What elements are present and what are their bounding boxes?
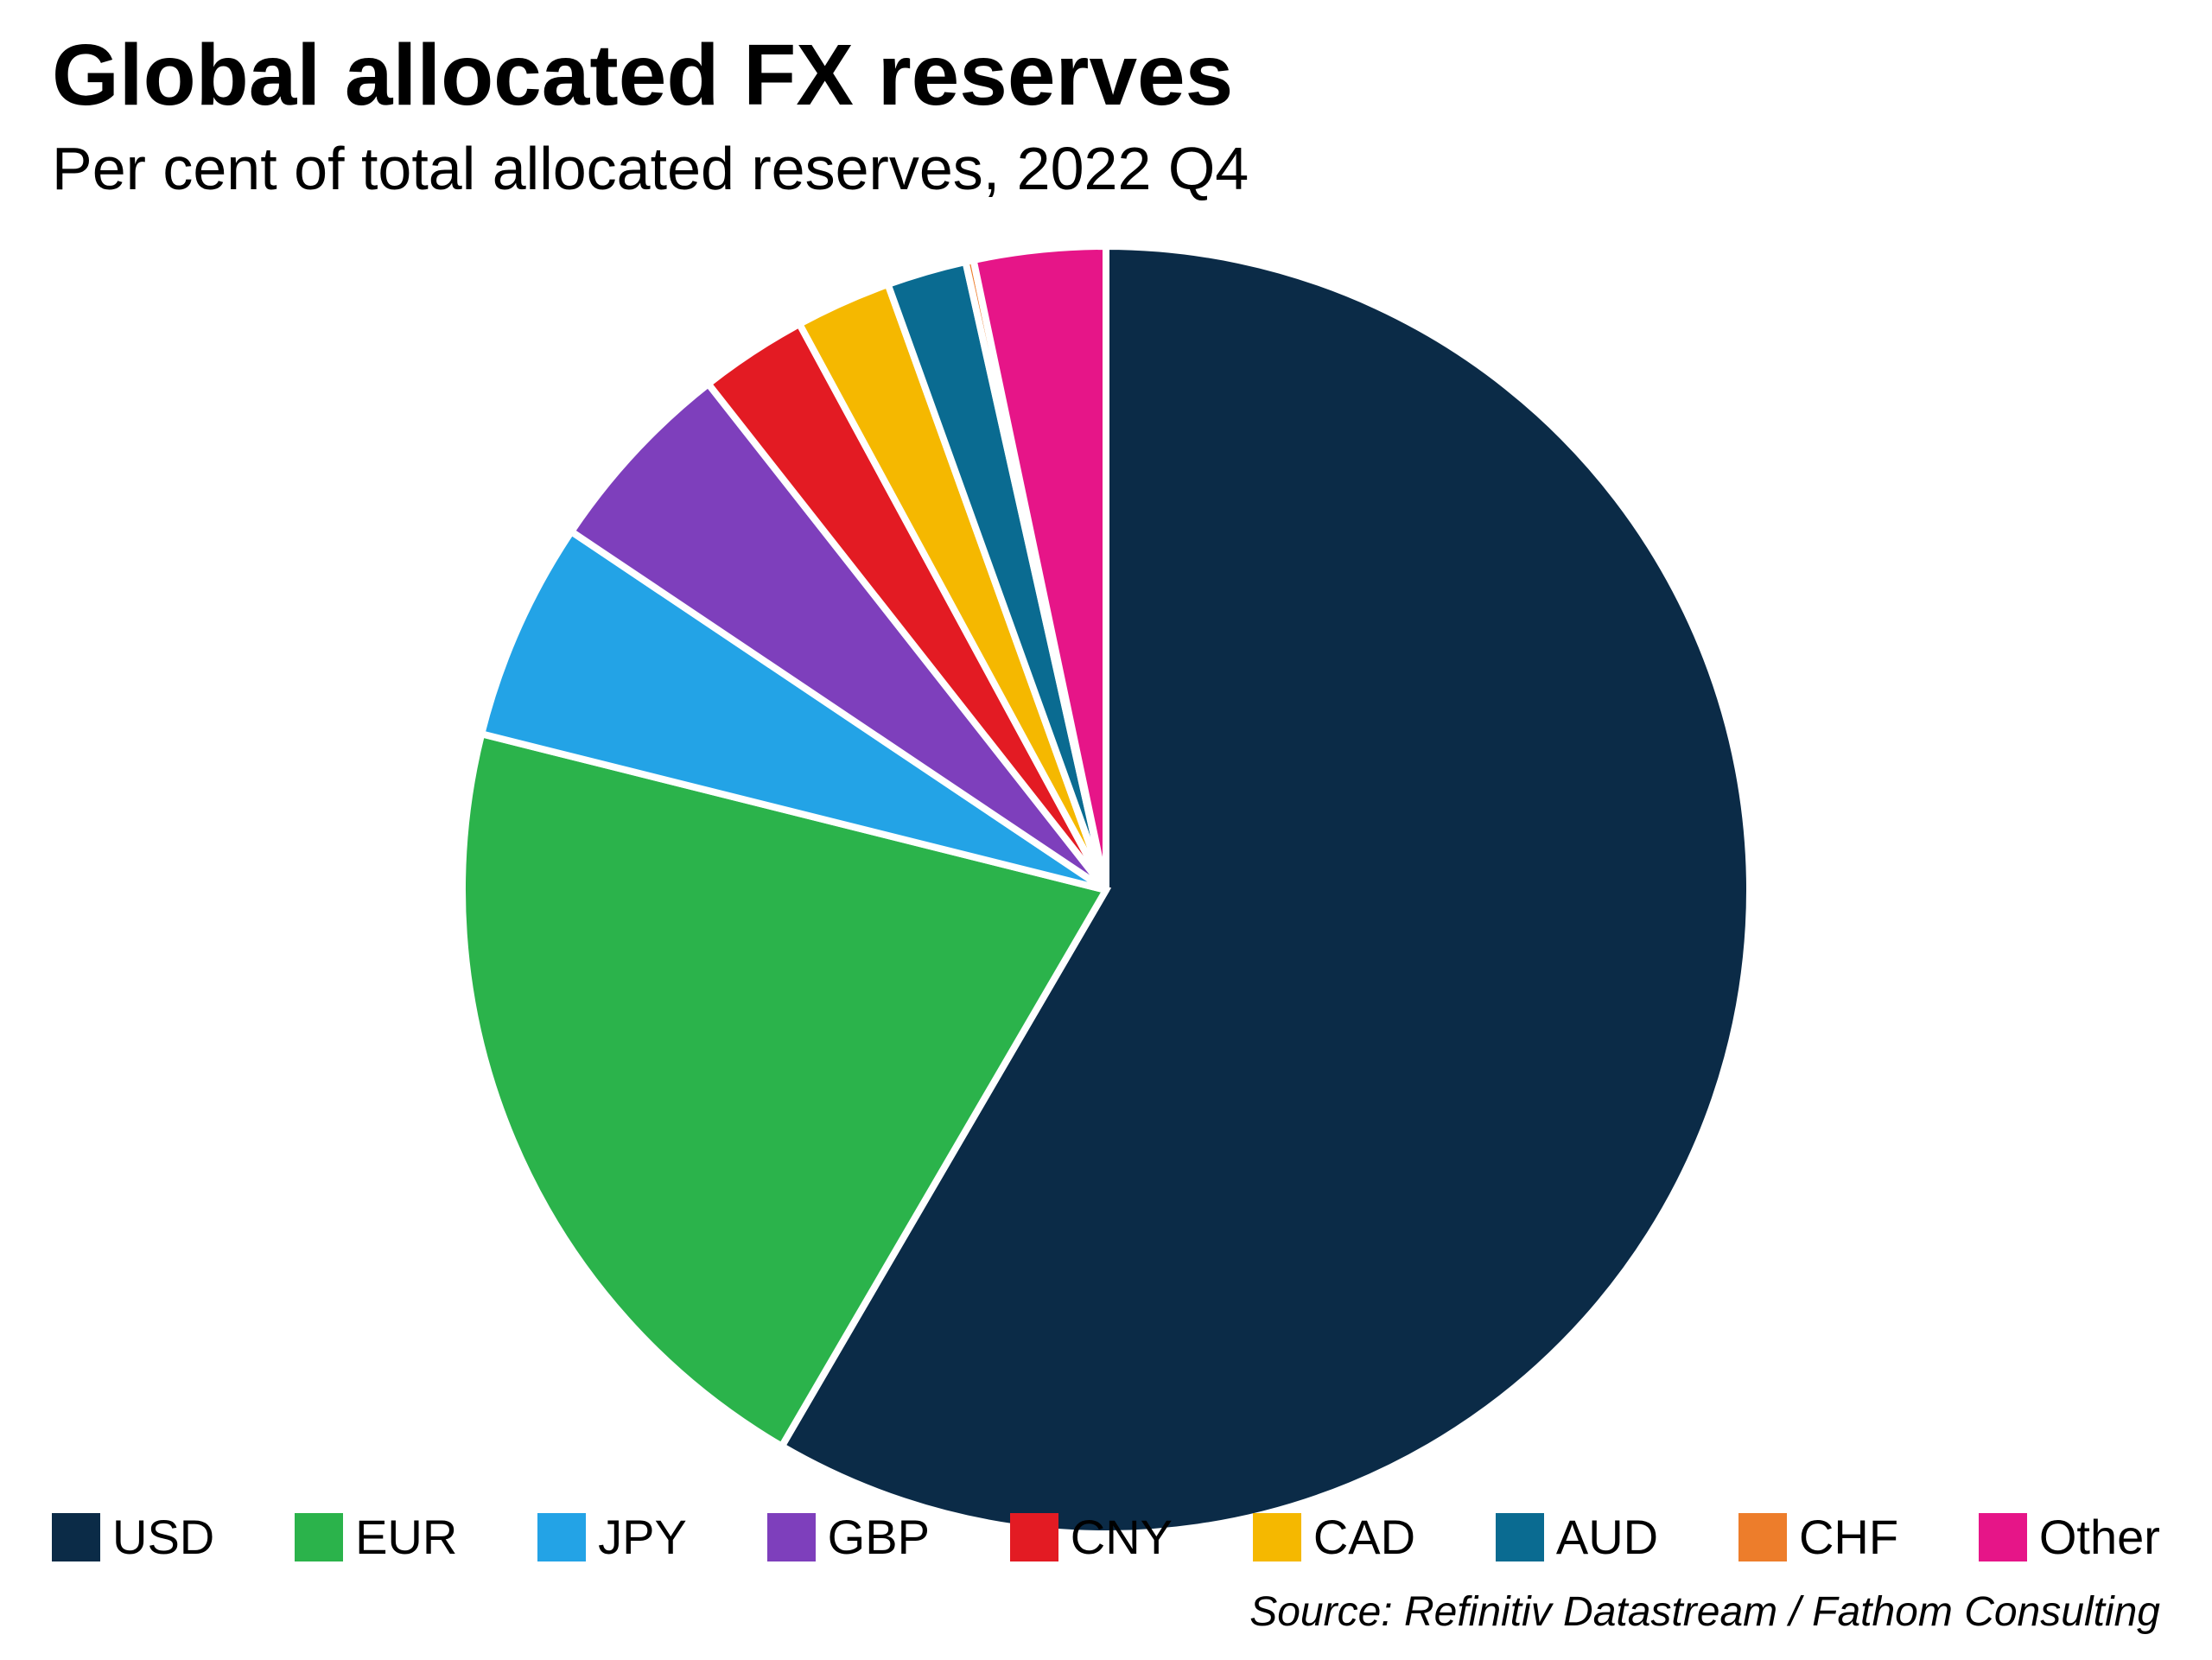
chart-subtitle: Per cent of total allocated reserves, 20… [52,134,1249,203]
chart-title: Global allocated FX reserves [52,26,1233,125]
legend-item-jpy: JPY [537,1509,687,1565]
legend-swatch [1979,1513,2027,1561]
legend-swatch [1738,1513,1787,1561]
legend-label: CAD [1313,1509,1415,1565]
legend-swatch [537,1513,586,1561]
legend-label: CNY [1071,1509,1173,1565]
chart-container: Global allocated FX reserves Per cent of… [0,0,2212,1660]
legend: USD EUR JPY GBP CNY CAD AUD CHF Other [52,1509,2160,1565]
legend-item-usd: USD [52,1509,214,1565]
legend-label: AUD [1556,1509,1658,1565]
legend-item-chf: CHF [1738,1509,1898,1565]
legend-item-eur: EUR [295,1509,457,1565]
legend-label: JPY [598,1509,687,1565]
legend-label: USD [112,1509,214,1565]
legend-label: Other [2039,1509,2160,1565]
legend-label: CHF [1799,1509,1898,1565]
legend-swatch [1253,1513,1301,1561]
legend-item-cad: CAD [1253,1509,1415,1565]
legend-item-cny: CNY [1010,1509,1173,1565]
legend-item-aud: AUD [1496,1509,1658,1565]
legend-swatch [295,1513,343,1561]
legend-label: GBP [828,1509,930,1565]
legend-swatch [1010,1513,1058,1561]
legend-item-other: Other [1979,1509,2160,1565]
legend-swatch [1496,1513,1544,1561]
legend-item-gbp: GBP [767,1509,930,1565]
legend-swatch [52,1513,100,1561]
legend-swatch [767,1513,816,1561]
pie-chart [449,233,1763,1551]
legend-label: EUR [355,1509,457,1565]
source-attribution: Source: Refinitiv Datastream / Fathom Co… [1249,1588,2160,1636]
